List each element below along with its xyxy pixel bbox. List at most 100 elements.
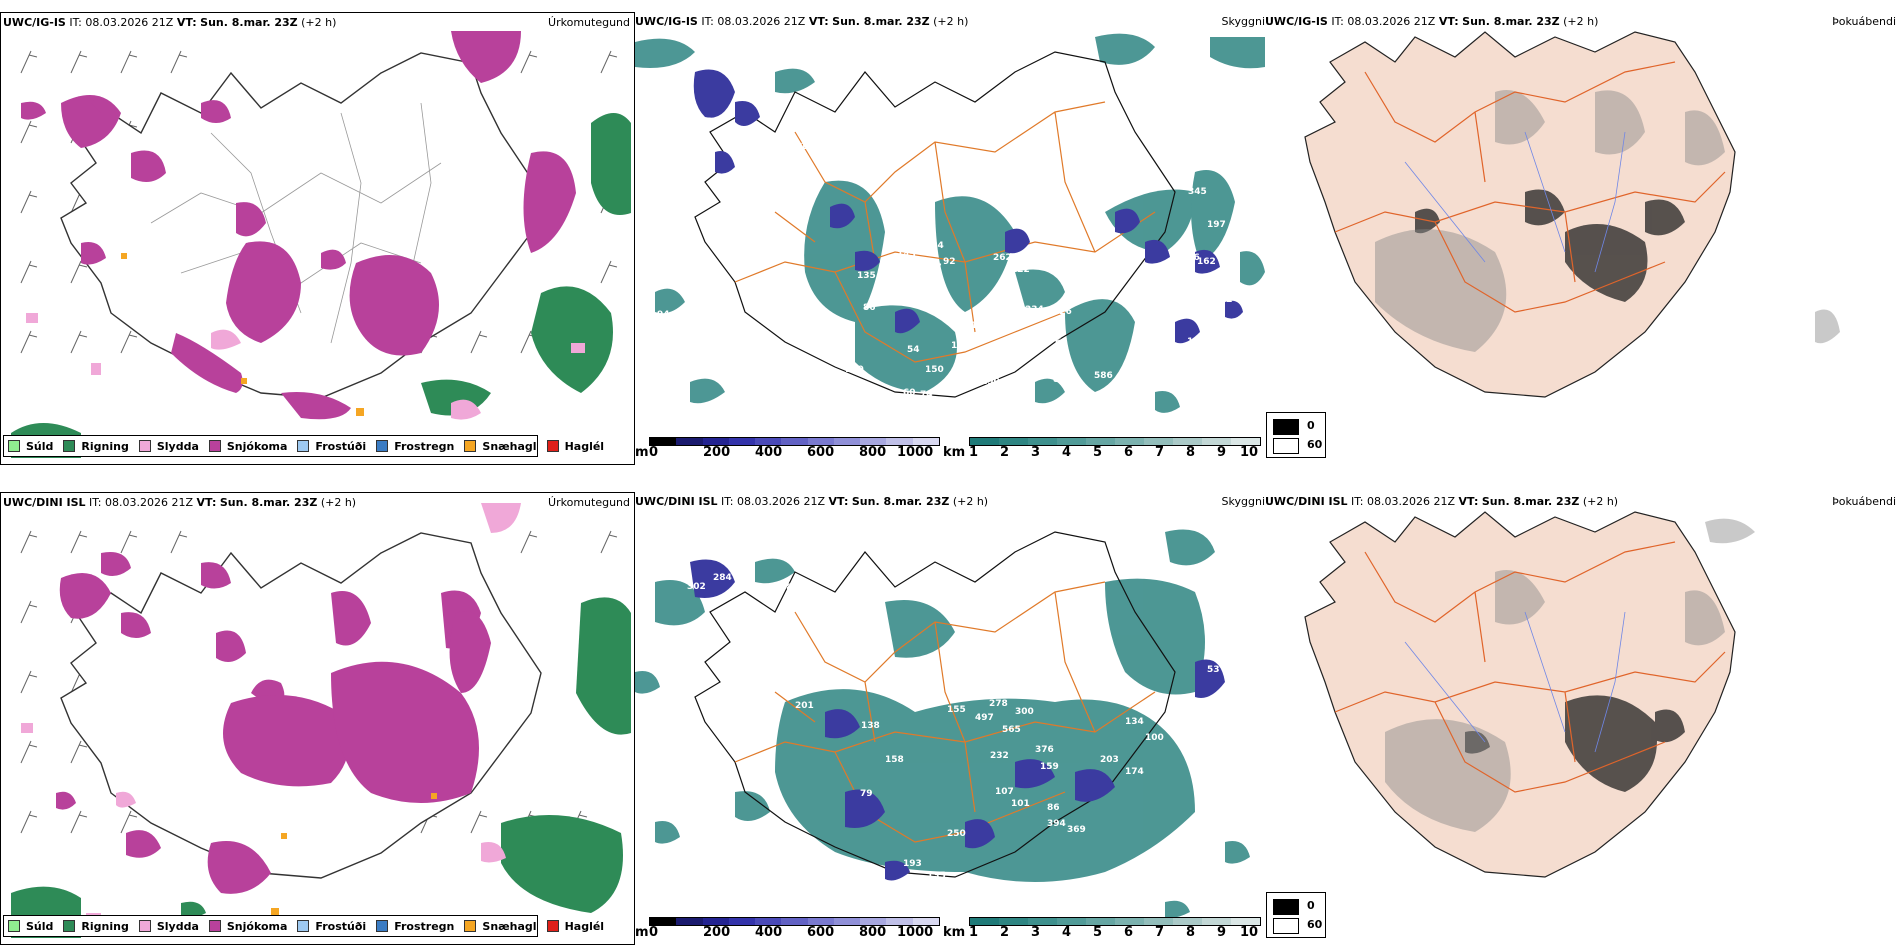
ptype-panel-row1: UWC/IG-IS IT: 08.03.2026 21Z VT: Sun. 8.… — [0, 12, 635, 465]
swatch — [1273, 419, 1299, 435]
swatch — [208, 440, 221, 452]
tick: 8 — [1186, 925, 1196, 940]
cloud-base-label: 369 — [1067, 825, 1086, 835]
low-visibility-areas — [635, 33, 1265, 413]
cloud-base-label: 97 — [887, 269, 900, 279]
tick: 10 — [1240, 925, 1259, 940]
fog-rivers — [1404, 131, 1626, 273]
tick: 6 — [1124, 925, 1134, 940]
cloud-base-label: 276 — [731, 847, 750, 857]
cloud-base-label: 323 — [1215, 95, 1234, 105]
cloud-base-label: 60 — [903, 388, 916, 398]
vt-label: VT: — [1458, 495, 1479, 508]
tick: 200 — [703, 445, 731, 460]
ice-pellet-areas — [121, 253, 364, 416]
swatch — [1273, 918, 1299, 934]
model-name: UWC/DINI ISL — [1265, 495, 1348, 508]
legend-item: Haglél — [546, 920, 604, 933]
cloud-base-label: 497 — [975, 713, 994, 723]
fog-areas — [1415, 189, 1685, 302]
model-name: UWC/DINI ISL — [635, 495, 718, 508]
it-label: IT: — [701, 15, 714, 28]
it-label: IT: — [69, 16, 82, 29]
cloud-base-label: 312 — [1205, 615, 1224, 625]
fog-roads — [1334, 61, 1726, 313]
legend-item: Rigning — [63, 440, 129, 453]
cloud-base-label: 33 — [700, 117, 713, 127]
cloud-base-label: 74 — [920, 390, 933, 400]
swatch — [138, 440, 151, 452]
legend-item: Snjókoma — [208, 440, 287, 453]
cloud-base-label: 110 — [1210, 595, 1229, 605]
cloud-base-label: 100 — [1145, 733, 1164, 743]
cloud-base-label: 284 — [713, 573, 732, 583]
tick: 800 — [859, 445, 887, 460]
visibility-colorbar-row2: km 1 2 3 4 5 6 7 8 9 10 — [943, 915, 1265, 945]
cloud-base-label: 190 — [981, 377, 1000, 387]
model-name: UWC/DINI ISL — [3, 496, 86, 509]
cloud-base-label: 79 — [860, 789, 873, 799]
cloud-base-label: 100 — [1232, 237, 1251, 247]
cloud-base-labels-row1: 334 33 149 84 181 247 345 92 197 100 132… — [657, 73, 1251, 409]
header-row2-left: UWC/DINI ISL IT: 08.03.2026 21Z VT: Sun.… — [3, 496, 356, 509]
cloud-base-label: 565 — [1002, 725, 1021, 735]
swatch — [297, 440, 310, 452]
fog-panel-row1: UWC/IG-IS IT: 08.03.2026 21Z VT: Sun. 8.… — [1265, 12, 1900, 465]
cloud-base-label: 86 — [1047, 803, 1060, 813]
tick: 9 — [1217, 445, 1227, 460]
tick: 7 — [1155, 445, 1165, 460]
tick: 0 — [649, 925, 659, 940]
vt-value: Sun. 8.mar. 23Z — [1481, 495, 1580, 508]
swatch — [297, 920, 310, 932]
header-row1-left: UWC/IG-IS IT: 08.03.2026 21Z VT: Sun. 8.… — [3, 16, 336, 29]
fog-map-row1 — [1265, 12, 1900, 465]
vt-value: Sun. 8.mar. 23Z — [219, 496, 318, 509]
model-name: UWC/IG-IS — [3, 16, 66, 29]
cloud-base-label: 384 — [925, 241, 944, 251]
height-bar — [649, 437, 940, 446]
cloud-base-label: 134 — [1125, 717, 1144, 727]
it-value: 08.03.2026 21Z — [105, 496, 194, 509]
lead-time: (+2 h) — [301, 16, 337, 29]
swatch — [63, 440, 76, 452]
swatch — [464, 920, 477, 932]
ptype-map-row2 — [1, 493, 634, 944]
cloud-base-areas — [693, 69, 1243, 344]
vt-value: Sun. 8.mar. 23Z — [200, 16, 298, 29]
fog-legend-label: 60 — [1307, 918, 1323, 931]
visibility-title: Skyggni — [1221, 15, 1265, 28]
it-label: IT: — [1331, 15, 1344, 28]
cloud-base-label: 158 — [885, 755, 904, 765]
tick: 400 — [755, 445, 783, 460]
tick: 800 — [859, 925, 887, 940]
cloud-base-label: 160 — [845, 365, 864, 375]
header-row2-mid: UWC/DINI ISL IT: 08.03.2026 21Z VT: Sun.… — [635, 495, 988, 508]
height-colorbar-row1: m 0 200 400 600 800 1000 — [635, 435, 940, 465]
legend-item: Súld — [8, 440, 53, 453]
visibility-panel-row1: 334 33 149 84 181 247 345 92 197 100 132… — [635, 12, 1265, 465]
vt-label: VT: — [196, 496, 217, 509]
legend-item: Frostúði — [297, 440, 366, 453]
vt-label: VT: — [828, 495, 849, 508]
cloud-base-label: 203 — [1100, 755, 1119, 765]
tick: 1 — [969, 445, 979, 460]
cloud-base-label: 458 — [967, 643, 986, 653]
tick: 2 — [1000, 925, 1010, 940]
cloud-base-label: 256 — [1081, 399, 1100, 409]
tick: 7 — [1155, 925, 1165, 940]
cloud-base-label: 91 — [1165, 721, 1178, 731]
legend-item: Frostregn — [376, 920, 454, 933]
cloud-base-label: 132 — [725, 245, 744, 255]
tick: 600 — [807, 445, 835, 460]
visibility-panel-row2: 302 284 192 280 110 312 101 201 458 944 … — [635, 492, 1265, 945]
swatch — [376, 440, 389, 452]
fog-legend-row1: 0 60 — [1266, 412, 1326, 458]
cloud-base-label: 55 — [1209, 695, 1222, 705]
cloud-base-label: 49 — [1223, 650, 1236, 660]
tick: 200 — [703, 925, 731, 940]
cloud-base-label: 106 — [1181, 253, 1200, 263]
sleet-areas — [26, 313, 585, 420]
it-label: IT: — [721, 495, 734, 508]
cloud-base-label: 262 — [993, 253, 1012, 263]
ptype-legend-row1: Súld Rigning Slydda Snjókoma Frostúði Fr… — [3, 435, 604, 457]
